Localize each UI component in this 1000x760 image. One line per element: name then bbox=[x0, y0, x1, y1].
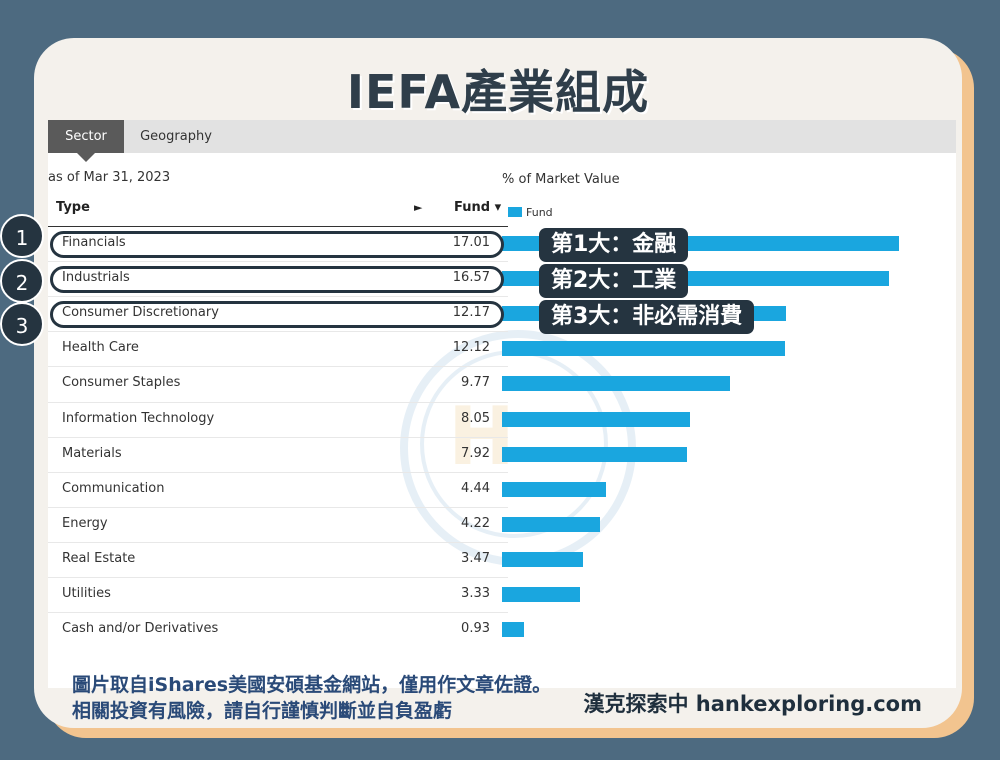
as-of-date: as of Mar 31, 2023 bbox=[48, 170, 171, 185]
category-label: Real Estate bbox=[62, 550, 136, 566]
callout-rank-1: 第1大：金融 bbox=[539, 228, 689, 262]
category-label: Consumer Staples bbox=[62, 375, 181, 391]
value-label: 3.47 bbox=[461, 550, 490, 566]
value-label: 16.57 bbox=[452, 270, 490, 286]
row-divider bbox=[48, 401, 508, 403]
row-divider bbox=[48, 331, 508, 333]
value-label: 4.44 bbox=[461, 480, 490, 496]
value-label: 12.12 bbox=[452, 340, 490, 356]
value-label: 3.33 bbox=[461, 586, 490, 601]
row-divider bbox=[48, 471, 508, 473]
rank-badge-2: 2 bbox=[0, 259, 44, 303]
row-divider bbox=[48, 541, 508, 543]
legend-swatch bbox=[508, 207, 522, 217]
row-divider bbox=[48, 436, 508, 438]
source-note: 圖片取自iShares美國安碩基金網站，僅用作文章佐證。 bbox=[72, 674, 552, 696]
highlight-financials bbox=[50, 231, 504, 258]
row-divider bbox=[48, 612, 508, 614]
category-label: Cash and/or Derivatives bbox=[62, 621, 219, 637]
row-divider bbox=[48, 261, 508, 263]
bar-real-estate[interactable] bbox=[502, 551, 583, 567]
value-label: 17.01 bbox=[452, 235, 490, 250]
row-divider bbox=[48, 506, 508, 508]
bar-consumer-staples[interactable] bbox=[502, 376, 730, 392]
category-label: Utilities bbox=[62, 586, 111, 601]
column-header-type[interactable]: Type bbox=[56, 200, 90, 215]
row-divider bbox=[48, 296, 508, 298]
watermark-logo: H bbox=[448, 390, 515, 483]
bar-health-care[interactable] bbox=[502, 341, 785, 357]
risk-note: 相關投資有風險，請自行謹慎判斷並自負盈虧 bbox=[72, 700, 453, 722]
bar-cash-and-or-derivatives[interactable] bbox=[502, 622, 524, 638]
value-label: 8.05 bbox=[461, 410, 490, 426]
value-label: 0.93 bbox=[461, 621, 490, 637]
legend-label: Fund bbox=[526, 206, 553, 219]
card: IEFA產業組成 Sector Geography as of Mar 31, … bbox=[34, 38, 962, 728]
axis-label: % of Market Value bbox=[502, 172, 620, 187]
category-label: Health Care bbox=[62, 340, 139, 356]
rank-badge-3: 3 bbox=[0, 302, 44, 346]
value-label: 12.17 bbox=[452, 305, 490, 321]
expand-arrow-icon[interactable]: ► bbox=[414, 201, 423, 214]
category-label: Industrials bbox=[62, 270, 130, 286]
page-title: IEFA產業組成 bbox=[346, 65, 650, 119]
callout-rank-2: 第2大：工業 bbox=[539, 264, 689, 298]
rank-badge-1: 1 bbox=[0, 214, 44, 258]
category-label: Financials bbox=[62, 235, 126, 250]
category-label: Energy bbox=[62, 515, 108, 531]
category-label: Consumer Discretionary bbox=[62, 305, 219, 321]
tab-sector[interactable]: Sector bbox=[48, 120, 124, 153]
highlight-industrials bbox=[50, 266, 504, 293]
tab-geography[interactable]: Geography bbox=[140, 129, 212, 144]
bar-utilities[interactable] bbox=[502, 587, 580, 602]
callout-rank-3: 第3大：非必需消費 bbox=[539, 300, 755, 334]
category-label: Materials bbox=[62, 445, 122, 461]
active-tab-pointer bbox=[77, 153, 95, 162]
bar-communication[interactable] bbox=[502, 481, 606, 497]
holdings-panel: Sector Geography as of Mar 31, 2023 % of… bbox=[48, 120, 956, 688]
header-divider bbox=[48, 226, 508, 227]
bar-energy[interactable] bbox=[502, 516, 601, 532]
brand-text: 漢克探索中 hankexploring.com bbox=[583, 692, 922, 716]
bar-information-technology[interactable] bbox=[502, 411, 690, 427]
category-label: Information Technology bbox=[62, 410, 215, 426]
row-divider bbox=[48, 366, 508, 368]
category-label: Communication bbox=[62, 480, 165, 496]
bar-materials[interactable] bbox=[502, 446, 687, 462]
column-header-fund[interactable]: Fund ▾ bbox=[454, 200, 502, 215]
row-divider bbox=[48, 577, 508, 578]
highlight-consumer-discretionary bbox=[50, 301, 504, 328]
value-label: 7.92 bbox=[461, 445, 490, 461]
value-label: 9.77 bbox=[461, 375, 490, 391]
tab-bar: Sector Geography bbox=[48, 120, 956, 153]
value-label: 4.22 bbox=[461, 515, 490, 531]
